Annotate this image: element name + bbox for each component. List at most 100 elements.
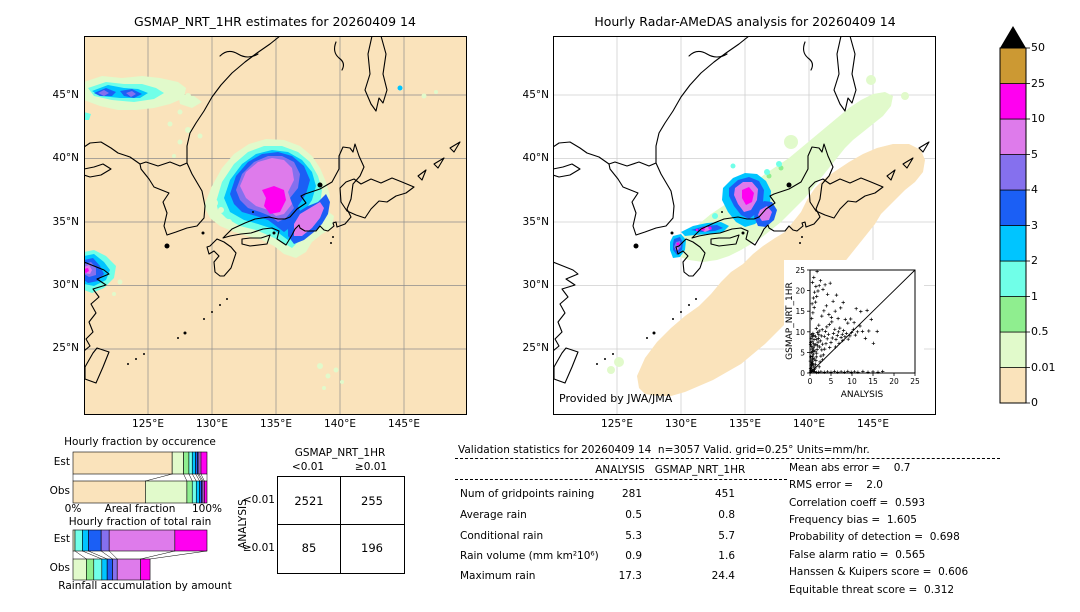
validation-row-label: Maximum rain <box>460 570 536 582</box>
score-correlation: Correlation coeff = 0.593 <box>789 497 925 509</box>
right-map-ytick: 25°N <box>522 342 549 354</box>
score-rms-error: RMS error = 2.0 <box>789 479 883 491</box>
occurrence-est-label: Est <box>53 456 70 468</box>
colorbar-label: 0.5 <box>1031 325 1049 338</box>
colorbar-label: 1 <box>1031 289 1038 303</box>
validation-row-label: Num of gridpoints raining <box>460 488 595 500</box>
fraction-charts-canvas <box>72 451 208 581</box>
colorbar <box>999 26 1030 404</box>
validation-gsmap-value: 0.8 <box>718 509 735 521</box>
left-map-xtick: 140°E <box>324 418 356 430</box>
inset-xlabel: ANALYSIS <box>841 390 884 400</box>
totalrain-obs-label: Obs <box>49 562 70 574</box>
colorbar-label: 3 <box>1031 218 1038 232</box>
contingency-cell: 255 <box>361 494 383 508</box>
contingency-col-label: ≥0.01 <box>354 461 388 473</box>
validation-analysis-value: 17.3 <box>618 570 642 582</box>
colorbar-label: 4 <box>1031 183 1038 196</box>
colorbar-label: 0 <box>1031 396 1038 409</box>
validation-analysis-value: 5.3 <box>625 530 642 542</box>
left-map-xtick: 145°E <box>388 418 420 430</box>
svg-text:5: 5 <box>829 377 834 386</box>
dashed-divider <box>455 458 1000 459</box>
left-map-ytick: 45°N <box>52 89 79 101</box>
svg-text:0: 0 <box>800 369 805 378</box>
colorbar-label: 0.01 <box>1031 360 1056 374</box>
inset-ticks <box>807 269 916 376</box>
scatter-inset: 0 5 10 15 20 25 0 5 10 15 20 25 ANALYSIS… <box>784 260 924 414</box>
left-map-ytick: 25°N <box>52 342 79 354</box>
right-map-xtick: 135°E <box>729 418 761 430</box>
contingency-cell: 2521 <box>294 494 324 508</box>
score-hk: Hanssen & Kuipers score = 0.606 <box>789 566 969 578</box>
right-map-title: Hourly Radar-AMeDAS analysis for 2026040… <box>594 14 896 29</box>
occurrence-xaxis-label: Areal fraction <box>104 503 176 515</box>
svg-text:0: 0 <box>808 377 813 386</box>
occurrence-obs-label: Obs <box>49 485 70 497</box>
contingency-row-label: ≥0.01 <box>242 542 275 554</box>
score-frequency-bias: Frequency bias = 1.605 <box>789 514 917 526</box>
validation-gsmap-value: 1.6 <box>718 550 735 562</box>
left-map-xtick: 130°E <box>196 418 228 430</box>
contingency-grid: 2521 255 85 196 <box>277 476 405 574</box>
svg-text:25: 25 <box>910 377 920 386</box>
radar-amedas-map <box>553 36 936 415</box>
occurrence-chart-title: Hourly fraction by occurence <box>64 436 216 448</box>
svg-text:10: 10 <box>847 377 857 386</box>
colorbar-label: 5 <box>1031 147 1038 161</box>
occurrence-x0-label: 0% <box>64 503 82 515</box>
validation-row-label: Rain volume (mm km²10⁶) <box>460 550 599 562</box>
credit-label: Provided by JWA/JMA <box>559 392 673 405</box>
contingency-cell: 85 <box>301 541 317 555</box>
score-far: False alarm ratio = 0.565 <box>789 549 926 561</box>
right-map-xtick: 125°E <box>601 418 633 430</box>
colorbar-label: 10 <box>1031 112 1045 125</box>
left-map-title: GSMAP_NRT_1HR estimates for 20260409 14 <box>134 14 416 29</box>
right-map-xtick: 130°E <box>665 418 697 430</box>
svg-text:25: 25 <box>795 266 805 275</box>
validation-analysis-value: 281 <box>621 488 642 500</box>
svg-text:15: 15 <box>868 377 878 386</box>
validation-analysis-value: 0.9 <box>625 550 642 562</box>
validation-gsmap-value: 5.7 <box>718 530 735 542</box>
totalrain-caption: Rainfall accumulation by amount <box>58 580 232 592</box>
occurrence-x100-label: 100% <box>191 503 223 515</box>
right-map-ytick: 40°N <box>522 152 549 164</box>
left-map-ytick: 35°N <box>52 216 79 228</box>
left-map-ytick: 30°N <box>52 279 79 291</box>
score-mean-abs-error: Mean abs error = 0.7 <box>789 462 911 474</box>
totalrain-est-label: Est <box>53 533 70 545</box>
validation-gsmap-value: 24.4 <box>711 570 735 582</box>
gsmap-rain-field <box>84 76 438 390</box>
right-map-ytick: 45°N <box>522 89 549 101</box>
dashed-divider <box>455 479 787 480</box>
svg-text:15: 15 <box>795 307 805 316</box>
contingency-col-label: <0.01 <box>291 461 325 473</box>
validation-row-label: Average rain <box>460 509 527 521</box>
right-map-ytick: 30°N <box>522 279 549 291</box>
validation-gsmap-value: 451 <box>714 488 735 500</box>
colorbar-label: 50 <box>1031 41 1045 54</box>
colorbar-over-arrow <box>1000 26 1026 48</box>
inset-ylabel: GSMAP_NRT_1HR <box>785 282 795 360</box>
svg-text:10: 10 <box>795 328 805 337</box>
totalrain-chart-title: Hourly fraction of total rain <box>68 516 212 528</box>
right-map-xtick: 145°E <box>857 418 889 430</box>
one-to-one-line <box>809 269 916 374</box>
svg-text:5: 5 <box>800 348 805 357</box>
right-map-ytick: 35°N <box>522 216 549 228</box>
colorbar-label: 2 <box>1031 254 1038 267</box>
validation-analysis-value: 0.5 <box>625 509 642 521</box>
validation-col1-header: ANALYSIS <box>595 464 645 476</box>
colorbar-label: 25 <box>1031 76 1045 90</box>
contingency-row-label: <0.01 <box>242 494 275 506</box>
left-map-ytick: 40°N <box>52 152 79 164</box>
left-map-xtick: 125°E <box>132 418 164 430</box>
score-pod: Probability of detection = 0.698 <box>789 531 960 543</box>
left-map-xtick: 135°E <box>260 418 292 430</box>
validation-col2-header: GSMAP_NRT_1HR <box>654 464 746 476</box>
radar-rain-field <box>607 75 925 396</box>
contingency-cell: 196 <box>361 541 383 555</box>
gsmap-map <box>84 36 467 415</box>
